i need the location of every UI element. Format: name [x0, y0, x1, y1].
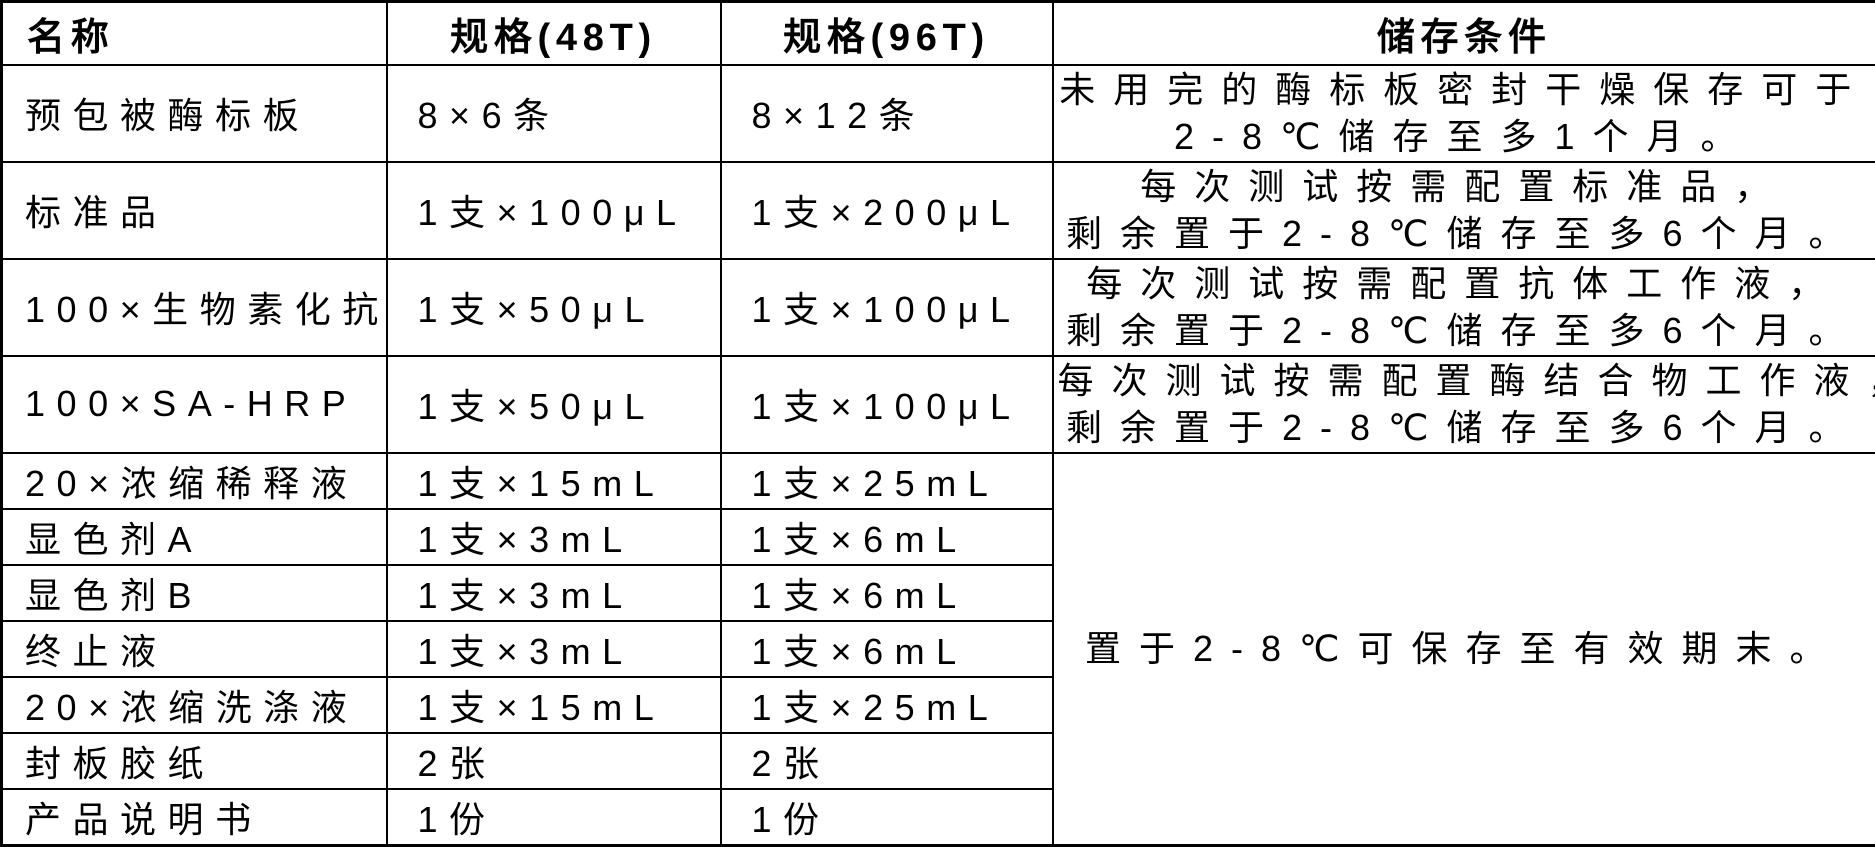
cell-spec-48t: 1支×100μL: [387, 162, 721, 259]
cell-name: 封板胶纸: [2, 733, 387, 789]
cell-name: 20×浓缩洗涤液: [2, 677, 387, 733]
storage-text-line: 每次测试按需配置抗体工作液，: [1058, 260, 1872, 308]
column-header-spec-96t: 规格(96T): [721, 2, 1053, 65]
cell-spec-96t: 1支×200μL: [721, 162, 1053, 259]
table-row: 预包被酶标板 8×6条 8×12条 未用完的酶标板密封干燥保存可于 2-8℃储存…: [2, 65, 1875, 162]
cell-spec-48t: 1支×50μL: [387, 356, 721, 453]
cell-spec-48t: 2张: [387, 733, 721, 789]
cell-storage: 每次测试按需配置抗体工作液， 剩余置于2-8℃储存至多6个月。: [1053, 259, 1875, 356]
column-header-name: 名称: [2, 2, 387, 65]
cell-spec-96t: 1支×6mL: [721, 509, 1053, 565]
cell-name: 预包被酶标板: [2, 65, 387, 162]
cell-spec-48t: 8×6条: [387, 65, 721, 162]
storage-text-line: 未用完的酶标板密封干燥保存可于: [1058, 66, 1872, 114]
cell-storage-merged: 置于2-8℃可保存至有效期末。: [1053, 453, 1875, 846]
cell-spec-96t: 2张: [721, 733, 1053, 789]
storage-text-line: 2-8℃储存至多1个月。: [1058, 113, 1872, 161]
cell-spec-96t: 8×12条: [721, 65, 1053, 162]
cell-storage: 每次测试按需配置酶结合物工作液， 剩余置于2-8℃储存至多6个月。: [1053, 356, 1875, 453]
cell-name: 产品说明书: [2, 789, 387, 846]
cell-spec-48t: 1支×15mL: [387, 677, 721, 733]
cell-spec-96t: 1支×100μL: [721, 259, 1053, 356]
table-row: 标准品 1支×100μL 1支×200μL 每次测试按需配置标准品， 剩余置于2…: [2, 162, 1875, 259]
storage-text-line: 每次测试按需配置标准品，: [1058, 163, 1872, 211]
cell-spec-96t: 1支×25mL: [721, 453, 1053, 509]
cell-spec-48t: 1支×3mL: [387, 509, 721, 565]
storage-text-line: 剩余置于2-8℃储存至多6个月。: [1058, 307, 1872, 355]
cell-storage: 未用完的酶标板密封干燥保存可于 2-8℃储存至多1个月。: [1053, 65, 1875, 162]
cell-name: 100×SA-HRP: [2, 356, 387, 453]
cell-spec-48t: 1支×3mL: [387, 621, 721, 677]
cell-spec-96t: 1支×6mL: [721, 621, 1053, 677]
document-page: 名称 规格(48T) 规格(96T) 储存条件 预包被酶标板 8×6条 8×12…: [0, 0, 1875, 747]
column-header-spec-48t: 规格(48T): [387, 2, 721, 65]
cell-storage: 每次测试按需配置标准品， 剩余置于2-8℃储存至多6个月。: [1053, 162, 1875, 259]
cell-name: 100×生物素化抗体: [2, 259, 387, 356]
cell-spec-96t: 1支×6mL: [721, 565, 1053, 621]
storage-text-line: 置于2-8℃可保存至有效期末。: [1058, 625, 1872, 673]
table-row: 100×生物素化抗体 1支×50μL 1支×100μL 每次测试按需配置抗体工作…: [2, 259, 1875, 356]
cell-spec-48t: 1支×50μL: [387, 259, 721, 356]
cell-name: 终止液: [2, 621, 387, 677]
cell-spec-96t: 1份: [721, 789, 1053, 846]
table-row: 100×SA-HRP 1支×50μL 1支×100μL 每次测试按需配置酶结合物…: [2, 356, 1875, 453]
storage-text-line: 每次测试按需配置酶结合物工作液，: [1058, 357, 1872, 405]
cell-spec-48t: 1支×15mL: [387, 453, 721, 509]
cell-name: 标准品: [2, 162, 387, 259]
header-row: 名称 规格(48T) 规格(96T) 储存条件: [2, 2, 1875, 65]
cell-spec-96t: 1支×100μL: [721, 356, 1053, 453]
cell-name: 显色剂B: [2, 565, 387, 621]
column-header-storage: 储存条件: [1053, 2, 1875, 65]
cell-spec-48t: 1支×3mL: [387, 565, 721, 621]
storage-text-line: 剩余置于2-8℃储存至多6个月。: [1058, 210, 1872, 258]
table-row: 20×浓缩稀释液 1支×15mL 1支×25mL 置于2-8℃可保存至有效期末。: [2, 453, 1875, 509]
cell-name: 20×浓缩稀释液: [2, 453, 387, 509]
cell-name: 显色剂A: [2, 509, 387, 565]
storage-text-line: 剩余置于2-8℃储存至多6个月。: [1058, 404, 1872, 452]
cell-spec-48t: 1份: [387, 789, 721, 846]
cell-spec-96t: 1支×25mL: [721, 677, 1053, 733]
